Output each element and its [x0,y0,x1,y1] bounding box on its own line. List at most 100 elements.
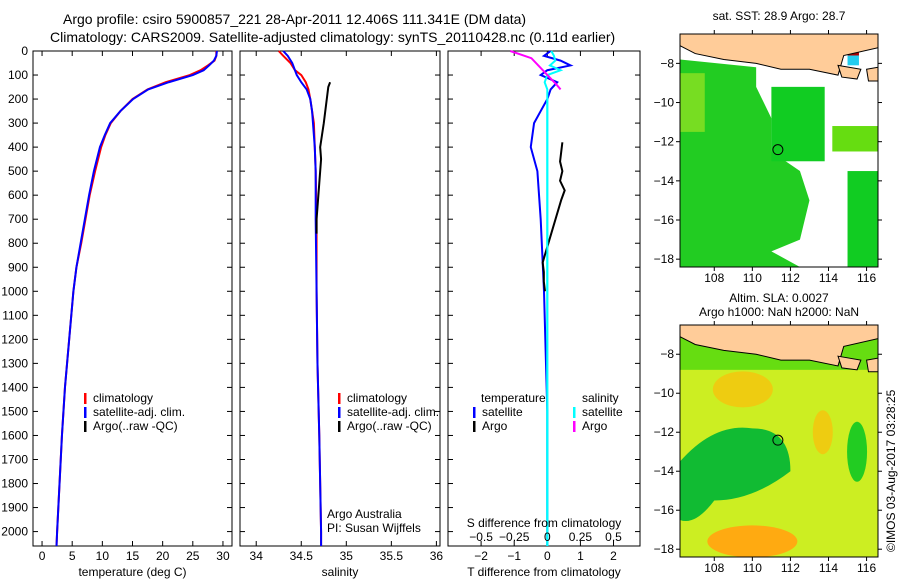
lon-tick-label: 114 [819,561,838,575]
x-tick-label: 0 [39,549,46,563]
legend-entry: satellite-adj. clim. [93,405,185,419]
lon-tick-label: 116 [857,561,876,575]
title-line-1: Argo profile: csiro 5900857_221 28-Apr-2… [63,11,527,27]
lombok-island [866,357,878,373]
legend-swatch [338,407,341,418]
x-axis-label: salinity [322,565,359,579]
sst-cold-pixel [847,55,859,66]
argo-location-marker [772,144,784,156]
sst-field-east [832,126,878,152]
sla-high-south [707,525,798,557]
y-tick-label: 400 [8,140,28,154]
sla-low-center [680,427,791,522]
x-tick-label: 34 [250,549,264,563]
lon-tick-label: 114 [819,271,838,285]
lat-tick-label: −12 [654,425,675,439]
map-content [680,34,878,267]
legend-entry: Argo [582,419,608,433]
lat-tick-label: −14 [654,174,675,188]
y-tick-label: 1500 [1,404,28,418]
y-tick-label: 300 [8,116,28,130]
x2-tick-label: 0.25 [569,530,593,544]
legend-entry: Argo(..raw -QC) [347,419,432,433]
java-island [680,325,878,367]
lat-tick-label: −12 [654,135,675,149]
series-temperature-satellite [529,50,574,546]
y-tick-label: 700 [8,212,28,226]
y-tick-label: 1300 [1,356,28,370]
lat-tick-label: −14 [654,464,675,478]
lat-tick-label: −10 [654,96,675,110]
legend-swatch [473,407,476,418]
x-tick-label: 5 [69,549,76,563]
x-tick-label: 36 [430,549,444,563]
x-tick-label: 35.5 [380,549,404,563]
series-climatology [55,51,218,547]
y-tick-label: 1800 [1,477,28,491]
map-frame [679,324,879,558]
annotation-pi: PI: Susan Wijffels [327,521,421,535]
title-line-2: Climatology: CARS2009. Satellite-adjuste… [50,29,616,45]
annotation-institution: Argo Australia [327,507,402,521]
x-tick-label: −2 [474,549,488,563]
legend-entry: climatology [347,391,407,405]
legend-swatch [84,407,87,418]
x2-tick-label: 0 [544,530,551,544]
legend-entry: Argo(..raw -QC) [93,419,178,433]
watermark: ©IMOS 03-Aug-2017 03:28:25 [884,389,898,552]
x-axis-label: T difference from climatology [467,565,621,579]
lat-tick-label: −16 [654,503,675,517]
x2-tick-label: −0.5 [469,530,493,544]
x-tick-label: 1 [577,549,584,563]
series-argo [315,81,332,234]
sla-high-east [812,410,833,455]
sst-field-center [771,86,825,162]
sla-map [676,321,882,561]
x-tick-label: 15 [126,549,140,563]
y-tick-label: 0 [21,44,28,58]
legend-swatch [573,407,576,418]
y-tick-label: 500 [8,164,28,178]
lombok-island [866,66,878,82]
lat-tick-label: −8 [660,56,674,70]
y-tick-label: 1100 [2,308,28,322]
legend-swatch [573,421,576,432]
legend-entry: satellite [482,405,523,419]
lat-tick-label: −18 [654,252,675,266]
plot-frame-temperature [32,50,233,547]
legend-entry: Argo [482,419,508,433]
x-tick-label: 2 [610,549,617,563]
argo-location-marker [772,434,784,446]
y-tick-label: 1400 [1,380,28,394]
y-tick-label: 1900 [1,501,28,515]
x-tick-label: 20 [156,549,170,563]
plot-frame-salinity [239,50,441,547]
legend-header: salinity [582,391,619,405]
legend-swatch [338,421,341,432]
series-climatology [278,50,323,546]
legend-entry: climatology [93,391,153,405]
series-satellite [282,50,323,546]
y-tick-label: 200 [8,92,28,106]
y-tick-label: 1700 [1,452,28,466]
legend-entry: satellite [582,405,623,419]
plot-frame-difference [447,50,641,547]
legend-swatch [84,393,87,404]
x2-axis-label: S difference from climatology [467,516,622,530]
bali-island [837,64,862,80]
lon-tick-label: 112 [781,271,800,285]
map-title: Altim. SLA: 0.0027 [729,291,829,305]
lat-tick-label: −8 [660,347,674,361]
lon-tick-label: 116 [857,271,876,285]
lat-tick-label: −18 [654,542,675,556]
lon-tick-label: 112 [781,561,800,575]
sla-high-north [712,371,773,408]
map-title: Argo h1000: NaN h2000: NaN [699,305,859,319]
y-tick-label: 600 [8,188,28,202]
series-temperature-argo [541,142,566,292]
y-tick-label: 100 [8,68,28,82]
x-tick-label: 30 [216,549,230,563]
y-tick-label: 1000 [1,284,28,298]
sst-field-west [680,59,810,267]
